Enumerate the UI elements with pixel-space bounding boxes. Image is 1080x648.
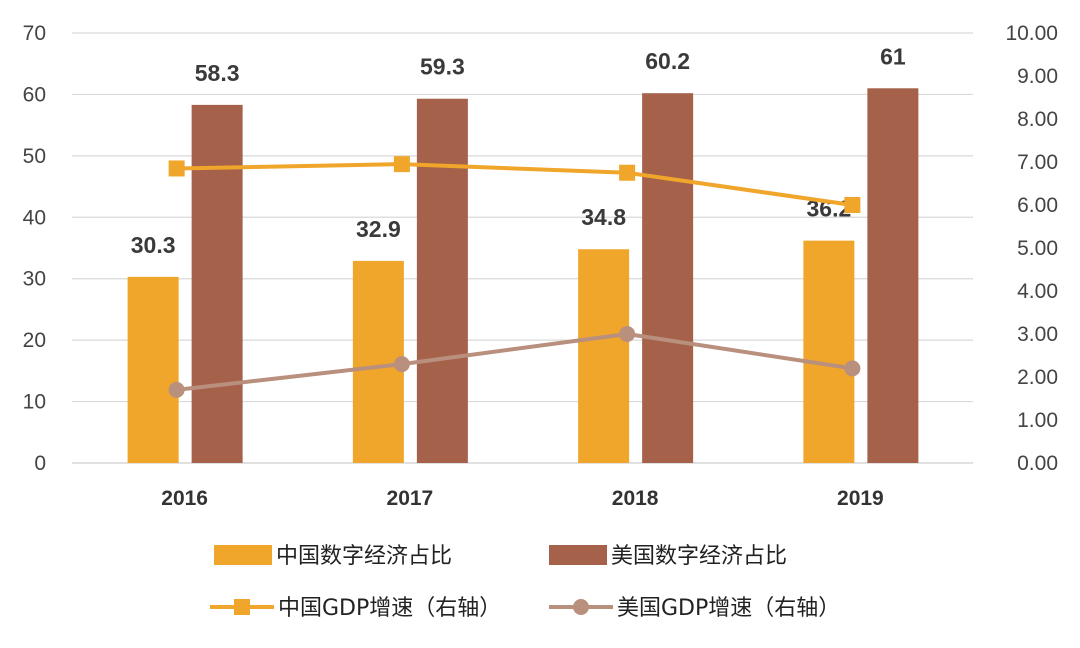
bar [127,276,179,463]
y-right-tick-label: 8.00 [1017,108,1058,131]
bar-value-label: 60.2 [645,48,690,74]
line-point-marker [393,356,410,373]
legend-label: 中国数字经济占比 [276,544,452,569]
series-line [176,332,853,392]
x-tick-label: 2018 [612,487,659,510]
y-right-tick-label: 4.00 [1017,280,1058,303]
legend-swatch-marker [573,599,589,615]
line-point-marker [168,160,185,177]
legend-item: 中国GDP增速（右轴） [210,596,501,621]
legend-swatch [549,545,607,565]
y-left-tick-label: 60 [23,83,46,106]
x-tick-label: 2017 [387,487,434,510]
y-left-tick-label: 10 [23,391,46,414]
legend-item: 中国数字经济占比 [214,544,452,569]
bar-value-label: 58.3 [195,60,240,86]
y-right-tick-label: 1.00 [1017,409,1058,432]
bar [803,240,855,463]
line-point-marker [619,164,636,181]
legend-swatch [214,545,272,565]
y-right-tick-label: 10.00 [1005,22,1058,45]
y-right-tick-label: 0.00 [1017,452,1058,475]
y-right-tick-label: 9.00 [1017,65,1058,88]
bar [416,98,468,463]
y-right-tick-label: 2.00 [1017,366,1058,389]
x-axis: 2016 2017 2018 2019 [161,487,883,510]
legend-label: 美国GDP增速（右轴） [617,596,840,621]
bar [578,249,630,463]
y-right-tick-label: 6.00 [1017,194,1058,217]
line-point-marker [393,156,410,173]
bar-value-label: 59.3 [420,54,465,80]
bar-value-label: 61 [880,43,906,69]
legend-label: 美国数字经济占比 [611,544,787,569]
bar [642,93,694,463]
bar-value-label: 32.9 [356,216,401,242]
y-left-tick-label: 20 [23,329,46,352]
x-tick-label: 2019 [837,487,884,510]
y-left-tick-label: 40 [23,206,46,229]
legend-item: 美国GDP增速（右轴） [549,596,840,621]
y-left-tick-label: 70 [23,22,46,45]
bar [191,104,243,463]
line-point-marker [844,360,861,377]
bar [867,88,919,464]
bar-data-labels: 30.332.9 34.8 36.258.3 59.3 60.2 61 [131,43,906,258]
legend-swatch-marker [234,599,250,615]
y-right-tick-label: 3.00 [1017,323,1058,346]
y-right-tick-label: 5.00 [1017,237,1058,260]
y-right-axis: 0.00 1.00 2.00 3.00 4.00 5.00 6.00 7.00 8.00 9.00… [1005,22,1058,475]
lines [168,156,861,398]
legend-label: 中国GDP增速（右轴） [278,596,501,621]
bar-value-label: 30.3 [131,232,176,258]
line-point-marker [619,326,636,342]
y-left-tick-label: 30 [23,268,46,291]
line-point-marker [168,381,185,398]
legend-item: 美国数字经济占比 [549,544,787,569]
line-point-marker [844,197,861,213]
bar-value-label: 34.8 [581,204,626,230]
y-left-tick-label: 0 [34,452,46,475]
y-right-tick-label: 7.00 [1017,151,1058,174]
x-tick-label: 2016 [161,487,208,510]
bars [127,88,919,464]
series-line [176,162,853,207]
y-left-axis: 0 10 20 30 40 50 60 70 [23,22,46,475]
y-left-tick-label: 50 [23,145,46,168]
